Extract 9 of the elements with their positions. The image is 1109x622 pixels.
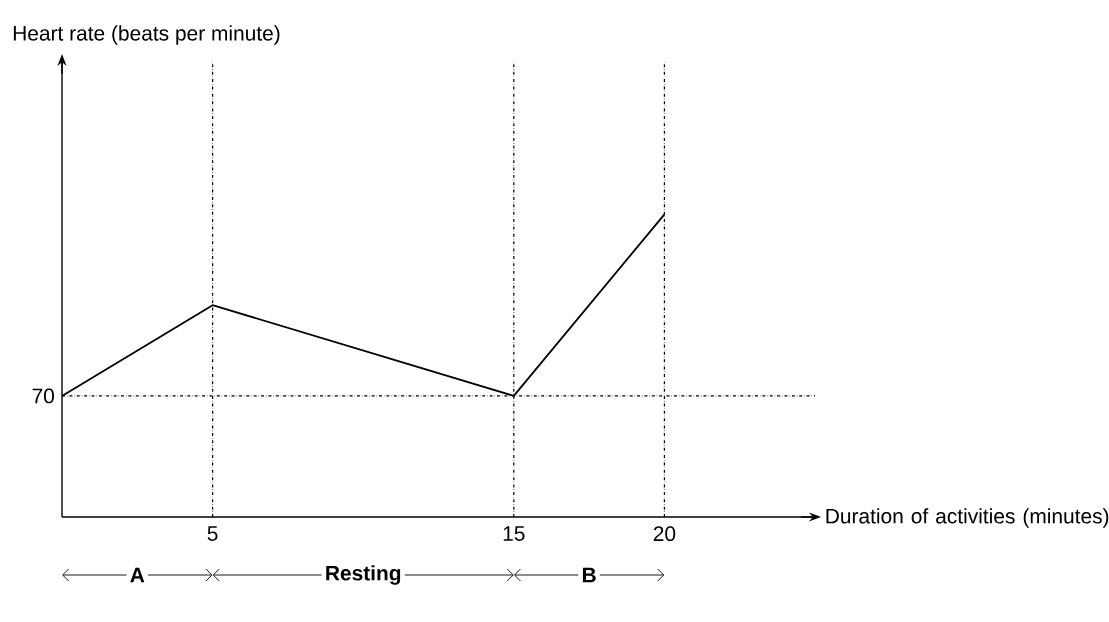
text: 70 bbox=[32, 388, 54, 404]
text: A bbox=[130, 567, 145, 583]
x-axis-title: Duration of activities (minutes) bbox=[826, 508, 1109, 528]
text: Heart rate (beats per minute) bbox=[13, 25, 280, 45]
x-tick-label: 5 bbox=[207, 526, 218, 541]
text: B bbox=[582, 567, 596, 583]
x-tick-label: 20 bbox=[653, 526, 676, 542]
x-tick-label: 15 bbox=[503, 526, 525, 541]
text: Resting bbox=[326, 565, 401, 585]
